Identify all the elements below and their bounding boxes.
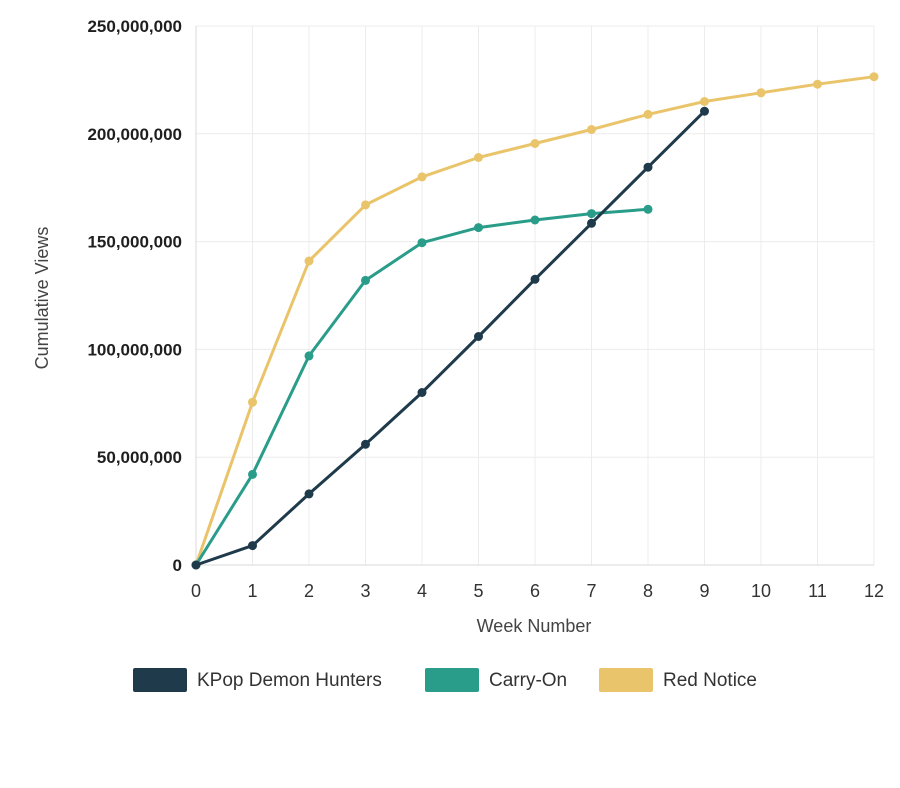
x-tick-label: 11 xyxy=(808,581,827,601)
x-axis-ticks: 0 1 2 3 4 5 6 7 8 9 10 11 12 xyxy=(191,581,884,601)
data-point xyxy=(248,397,257,407)
y-tick-label: 250,000,000 xyxy=(87,17,182,36)
data-point xyxy=(304,351,314,361)
y-tick-label: 200,000,000 xyxy=(87,125,182,144)
data-point xyxy=(361,439,370,449)
data-point xyxy=(417,238,427,248)
data-point xyxy=(869,72,879,82)
data-point xyxy=(530,215,540,225)
legend-item-red-notice[interactable]: Red Notice xyxy=(599,668,757,692)
data-point xyxy=(643,162,653,172)
data-point xyxy=(361,275,370,285)
x-tick-label: 0 xyxy=(191,581,201,601)
x-tick-label: 3 xyxy=(360,581,370,601)
data-point xyxy=(304,489,314,499)
legend: KPop Demon Hunters Carry-On Red Notice xyxy=(133,668,757,692)
data-point xyxy=(700,97,709,106)
data-point xyxy=(304,256,314,266)
data-point xyxy=(474,223,483,233)
data-point xyxy=(587,209,596,219)
data-point xyxy=(813,79,822,89)
legend-item-kpop-demon-hunters[interactable]: KPop Demon Hunters xyxy=(133,668,382,692)
x-tick-label: 2 xyxy=(304,581,314,601)
legend-label: Carry-On xyxy=(489,670,567,691)
x-tick-label: 7 xyxy=(586,581,596,601)
x-tick-label: 12 xyxy=(864,581,884,601)
data-point xyxy=(587,218,596,228)
data-point xyxy=(417,172,427,182)
legend-label: KPop Demon Hunters xyxy=(197,670,382,691)
series-lines xyxy=(191,72,879,570)
legend-item-carry-on[interactable]: Carry-On xyxy=(425,668,567,692)
series-line-kpop-demon-hunters xyxy=(194,109,706,567)
data-point xyxy=(191,560,201,570)
y-axis-title: Cumulative Views xyxy=(32,227,52,370)
data-point xyxy=(361,200,370,210)
data-point xyxy=(643,109,653,119)
data-point xyxy=(756,88,766,98)
x-tick-label: 5 xyxy=(473,581,483,601)
x-tick-label: 4 xyxy=(417,581,427,601)
data-point xyxy=(417,388,427,397)
gridlines xyxy=(195,25,875,566)
data-point xyxy=(248,541,257,551)
series-kpop-demon-hunters xyxy=(191,106,709,570)
x-tick-label: 1 xyxy=(247,581,257,601)
legend-swatch xyxy=(133,668,187,692)
x-tick-label: 10 xyxy=(751,581,771,601)
data-point xyxy=(474,153,483,162)
data-point xyxy=(248,469,257,479)
y-axis-ticks: 0 50,000,000 100,000,000 150,000,000 200,000… xyxy=(87,17,182,575)
y-tick-label: 150,000,000 xyxy=(87,233,182,252)
x-tick-label: 9 xyxy=(699,581,709,601)
legend-label: Red Notice xyxy=(663,670,757,691)
x-tick-label: 6 xyxy=(530,581,540,601)
data-point xyxy=(643,204,653,214)
x-axis-title: Week Number xyxy=(477,616,592,636)
data-point xyxy=(587,125,596,134)
axes xyxy=(195,26,874,566)
x-tick-label: 8 xyxy=(643,581,653,601)
data-point xyxy=(700,106,709,116)
data-point xyxy=(474,332,483,341)
y-tick-label: 50,000,000 xyxy=(97,448,182,467)
legend-swatch xyxy=(425,668,479,692)
legend-swatch xyxy=(599,668,653,692)
y-tick-label: 100,000,000 xyxy=(87,340,182,359)
data-point xyxy=(530,139,540,148)
y-tick-label: 0 xyxy=(173,556,182,575)
data-point xyxy=(530,274,540,284)
